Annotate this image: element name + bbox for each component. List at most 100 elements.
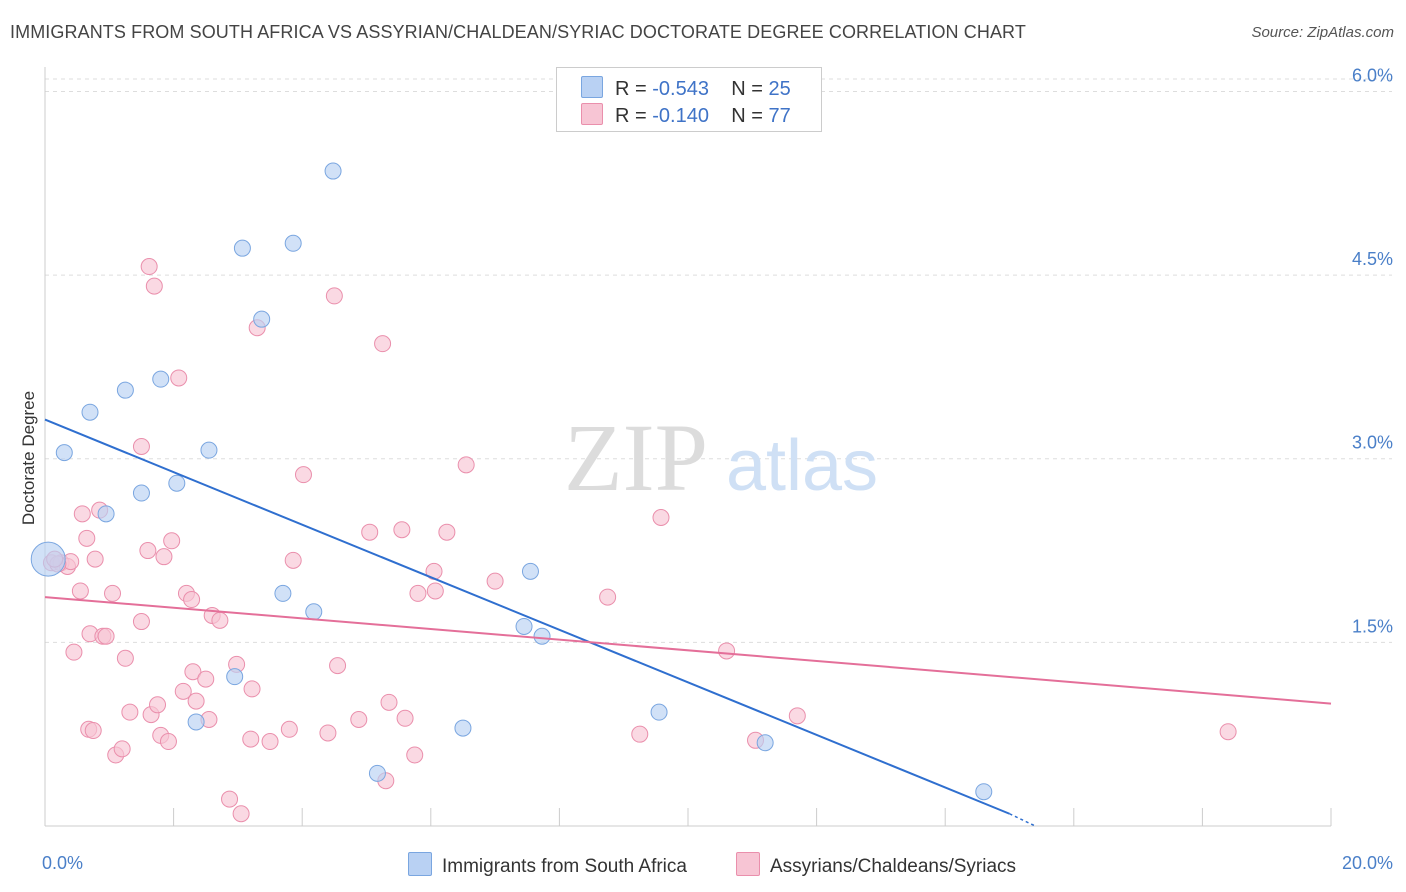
point-assyrians[interactable] (232, 805, 250, 823)
legend-r-value: -0.543 (652, 78, 709, 100)
watermark: ZIP atlas (564, 404, 878, 511)
axes: 1.5% 3.0% 4.5% 6.0% 0.0% 20.0% (42, 65, 1393, 873)
point-south-africa[interactable] (650, 703, 668, 721)
point-assyrians[interactable] (221, 790, 239, 808)
point-south-africa[interactable] (81, 403, 99, 421)
point-assyrians[interactable] (71, 582, 89, 600)
point-assyrians[interactable] (159, 733, 177, 751)
point-assyrians[interactable] (243, 680, 261, 698)
y-tick-label: 1.5% (1352, 616, 1393, 636)
point-assyrians[interactable] (457, 456, 475, 474)
watermark-atlas: atlas (726, 426, 878, 506)
point-south-africa[interactable] (200, 441, 218, 459)
point-assyrians[interactable] (163, 532, 181, 550)
point-south-africa[interactable] (533, 627, 551, 645)
bottom-legend-swatch-pink (736, 852, 760, 876)
point-south-africa[interactable] (168, 474, 186, 492)
point-assyrians[interactable] (718, 642, 736, 660)
point-assyrians[interactable] (406, 746, 424, 764)
point-assyrians[interactable] (121, 703, 139, 721)
point-assyrians[interactable] (73, 505, 91, 523)
point-assyrians[interactable] (294, 466, 312, 484)
point-assyrians[interactable] (149, 696, 167, 714)
point-south-africa[interactable] (233, 239, 251, 257)
point-assyrians[interactable] (84, 722, 102, 740)
point-assyrians[interactable] (599, 588, 617, 606)
point-assyrians[interactable] (242, 730, 260, 748)
point-assyrians[interactable] (211, 611, 229, 629)
point-assyrians[interactable] (97, 627, 115, 645)
point-assyrians[interactable] (261, 733, 279, 751)
y-tick-label: 4.5% (1352, 249, 1393, 269)
point-assyrians[interactable] (78, 529, 96, 547)
point-assyrians[interactable] (139, 542, 157, 560)
point-assyrians[interactable] (631, 725, 649, 743)
point-south-africa[interactable] (305, 603, 323, 621)
point-assyrians[interactable] (393, 521, 411, 539)
point-assyrians[interactable] (174, 682, 192, 700)
legend-n-value: 25 (768, 78, 791, 100)
point-assyrians[interactable] (380, 693, 398, 711)
point-assyrians[interactable] (132, 613, 150, 631)
point-assyrians[interactable] (1219, 723, 1237, 741)
point-assyrians[interactable] (361, 523, 379, 541)
point-assyrians[interactable] (319, 724, 337, 742)
point-assyrians[interactable] (350, 710, 368, 728)
trend-line-south-africa (44, 418, 1010, 815)
trend-lines (44, 418, 1332, 827)
point-south-africa[interactable] (97, 505, 115, 523)
point-south-africa[interactable] (975, 783, 993, 801)
point-south-africa[interactable] (152, 370, 170, 388)
point-south-africa[interactable] (226, 668, 244, 686)
point-south-africa[interactable] (284, 234, 302, 252)
point-assyrians[interactable] (145, 277, 163, 295)
point-assyrians[interactable] (113, 740, 131, 758)
point-assyrians[interactable] (197, 670, 215, 688)
point-south-africa[interactable] (368, 764, 386, 782)
point-south-africa[interactable] (454, 719, 472, 737)
point-south-africa[interactable] (30, 541, 66, 577)
point-south-africa[interactable] (55, 444, 73, 462)
point-assyrians[interactable] (132, 438, 150, 455)
point-south-africa[interactable] (515, 617, 533, 635)
y-tick-label: 3.0% (1352, 433, 1393, 453)
point-south-africa[interactable] (324, 162, 342, 180)
point-south-africa[interactable] (116, 381, 134, 399)
point-south-africa[interactable] (274, 584, 292, 602)
point-assyrians[interactable] (652, 509, 670, 527)
point-assyrians[interactable] (284, 551, 302, 569)
bottom-legend-label: Assyrians/Chaldeans/Syriacs (770, 856, 1017, 877)
point-assyrians[interactable] (486, 572, 504, 590)
point-assyrians[interactable] (438, 523, 456, 541)
point-south-africa[interactable] (132, 484, 150, 502)
correlation-legend: R = -0.543 N = 25 R = -0.140 N = 77 (556, 67, 822, 132)
point-assyrians[interactable] (187, 692, 205, 710)
x-tick-label: 20.0% (1342, 853, 1393, 873)
point-assyrians[interactable] (86, 550, 104, 568)
point-assyrians[interactable] (155, 548, 173, 566)
point-assyrians[interactable] (183, 591, 201, 609)
legend-n-value: 77 (768, 105, 791, 127)
point-assyrians[interactable] (426, 582, 444, 600)
point-assyrians[interactable] (184, 663, 202, 681)
point-assyrians[interactable] (65, 643, 83, 661)
point-assyrians[interactable] (409, 584, 427, 602)
legend-n-label: N = (731, 78, 763, 100)
point-assyrians[interactable] (280, 720, 298, 738)
point-assyrians[interactable] (374, 335, 392, 353)
point-assyrians[interactable] (329, 657, 347, 675)
point-south-africa[interactable] (756, 734, 774, 752)
point-assyrians[interactable] (170, 369, 188, 387)
point-assyrians[interactable] (104, 584, 122, 602)
point-south-africa[interactable] (187, 713, 205, 731)
legend-swatch-pink (581, 103, 603, 125)
point-assyrians[interactable] (325, 287, 343, 305)
legend-r-value: -0.140 (652, 105, 709, 127)
legend-n-label: N = (731, 105, 763, 127)
point-south-africa[interactable] (253, 310, 271, 328)
point-assyrians[interactable] (116, 649, 134, 667)
point-assyrians[interactable] (140, 258, 158, 276)
point-assyrians[interactable] (396, 709, 414, 727)
point-south-africa[interactable] (521, 562, 539, 580)
point-assyrians[interactable] (788, 707, 806, 725)
